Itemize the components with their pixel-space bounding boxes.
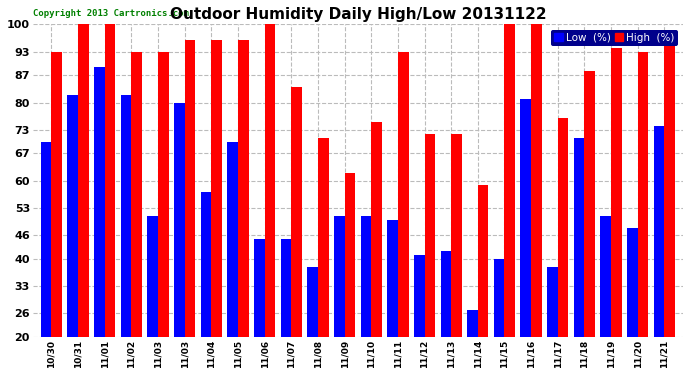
Bar	[627, 228, 638, 337]
Bar	[68, 95, 78, 337]
Bar	[158, 52, 168, 337]
Bar	[334, 216, 344, 337]
Bar	[653, 126, 664, 337]
Bar	[121, 95, 131, 337]
Bar	[451, 134, 462, 337]
Bar	[344, 173, 355, 337]
Bar	[105, 24, 115, 337]
Bar	[238, 40, 248, 337]
Bar	[558, 118, 569, 337]
Bar	[494, 259, 504, 337]
Bar	[611, 48, 622, 337]
Bar	[41, 142, 51, 337]
Legend: Low  (%), High  (%): Low (%), High (%)	[551, 30, 678, 46]
Bar	[478, 184, 489, 337]
Bar	[291, 87, 302, 337]
Bar	[174, 103, 185, 337]
Bar	[227, 142, 238, 337]
Bar	[371, 122, 382, 337]
Bar	[531, 24, 542, 337]
Bar	[664, 40, 675, 337]
Bar	[318, 138, 328, 337]
Bar	[398, 52, 408, 337]
Bar	[211, 40, 222, 337]
Bar	[440, 251, 451, 337]
Bar	[131, 52, 142, 337]
Bar	[600, 216, 611, 337]
Bar	[584, 71, 595, 337]
Bar	[254, 239, 264, 337]
Title: Outdoor Humidity Daily High/Low 20131122: Outdoor Humidity Daily High/Low 20131122	[170, 7, 546, 22]
Bar	[414, 255, 424, 337]
Text: Copyright 2013 Cartronics.com: Copyright 2013 Cartronics.com	[32, 9, 188, 18]
Bar	[504, 24, 515, 337]
Bar	[520, 99, 531, 337]
Bar	[387, 220, 398, 337]
Bar	[51, 52, 62, 337]
Bar	[94, 68, 105, 337]
Bar	[638, 52, 649, 337]
Bar	[467, 310, 478, 337]
Bar	[424, 134, 435, 337]
Bar	[547, 267, 558, 337]
Bar	[361, 216, 371, 337]
Bar	[201, 192, 211, 337]
Bar	[264, 24, 275, 337]
Bar	[307, 267, 318, 337]
Bar	[148, 216, 158, 337]
Bar	[185, 40, 195, 337]
Bar	[574, 138, 584, 337]
Bar	[78, 24, 89, 337]
Bar	[281, 239, 291, 337]
